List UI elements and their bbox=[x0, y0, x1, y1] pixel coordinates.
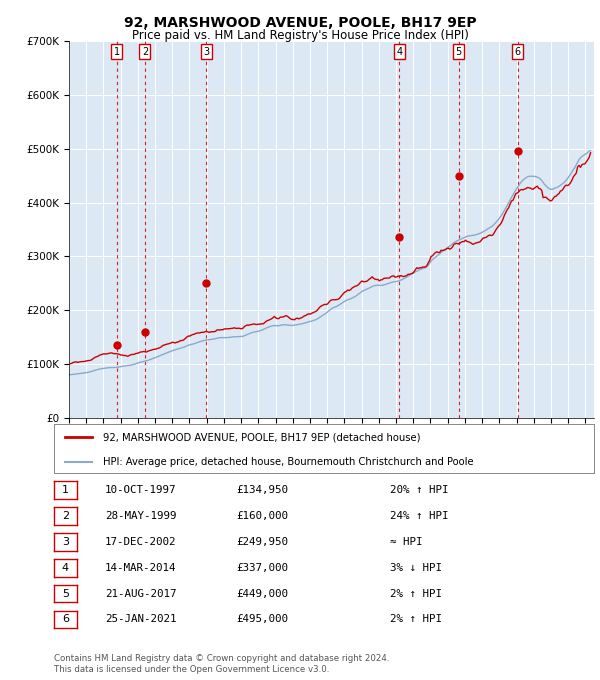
Text: 92, MARSHWOOD AVENUE, POOLE, BH17 9EP (detached house): 92, MARSHWOOD AVENUE, POOLE, BH17 9EP (d… bbox=[103, 432, 420, 443]
Text: 24% ↑ HPI: 24% ↑ HPI bbox=[390, 511, 449, 521]
Text: 25-JAN-2021: 25-JAN-2021 bbox=[105, 615, 176, 624]
Text: 1: 1 bbox=[114, 47, 120, 56]
Text: Contains HM Land Registry data © Crown copyright and database right 2024.: Contains HM Land Registry data © Crown c… bbox=[54, 654, 389, 663]
Text: 21-AUG-2017: 21-AUG-2017 bbox=[105, 589, 176, 598]
Text: 4: 4 bbox=[397, 47, 403, 56]
Text: 3: 3 bbox=[203, 47, 209, 56]
Text: Price paid vs. HM Land Registry's House Price Index (HPI): Price paid vs. HM Land Registry's House … bbox=[131, 29, 469, 41]
Text: 92, MARSHWOOD AVENUE, POOLE, BH17 9EP: 92, MARSHWOOD AVENUE, POOLE, BH17 9EP bbox=[124, 16, 476, 30]
Text: £160,000: £160,000 bbox=[236, 511, 288, 521]
Text: 6: 6 bbox=[62, 615, 69, 624]
Text: £449,000: £449,000 bbox=[236, 589, 288, 598]
Text: This data is licensed under the Open Government Licence v3.0.: This data is licensed under the Open Gov… bbox=[54, 665, 329, 674]
Text: £134,950: £134,950 bbox=[236, 486, 288, 495]
Text: 17-DEC-2002: 17-DEC-2002 bbox=[105, 537, 176, 547]
Text: 4: 4 bbox=[62, 563, 69, 573]
Text: 5: 5 bbox=[455, 47, 462, 56]
Text: £337,000: £337,000 bbox=[236, 563, 288, 573]
Text: 3% ↓ HPI: 3% ↓ HPI bbox=[390, 563, 442, 573]
Text: 2: 2 bbox=[142, 47, 148, 56]
Text: 2% ↑ HPI: 2% ↑ HPI bbox=[390, 615, 442, 624]
Text: 5: 5 bbox=[62, 589, 69, 598]
Text: 2: 2 bbox=[62, 511, 69, 521]
Text: HPI: Average price, detached house, Bournemouth Christchurch and Poole: HPI: Average price, detached house, Bour… bbox=[103, 457, 473, 467]
Text: 6: 6 bbox=[515, 47, 521, 56]
Text: £495,000: £495,000 bbox=[236, 615, 288, 624]
Text: 10-OCT-1997: 10-OCT-1997 bbox=[105, 486, 176, 495]
Text: 20% ↑ HPI: 20% ↑ HPI bbox=[390, 486, 449, 495]
Text: £249,950: £249,950 bbox=[236, 537, 288, 547]
Text: 1: 1 bbox=[62, 486, 69, 495]
Text: 14-MAR-2014: 14-MAR-2014 bbox=[105, 563, 176, 573]
Text: 3: 3 bbox=[62, 537, 69, 547]
Text: ≈ HPI: ≈ HPI bbox=[390, 537, 422, 547]
Text: 28-MAY-1999: 28-MAY-1999 bbox=[105, 511, 176, 521]
Text: 2% ↑ HPI: 2% ↑ HPI bbox=[390, 589, 442, 598]
